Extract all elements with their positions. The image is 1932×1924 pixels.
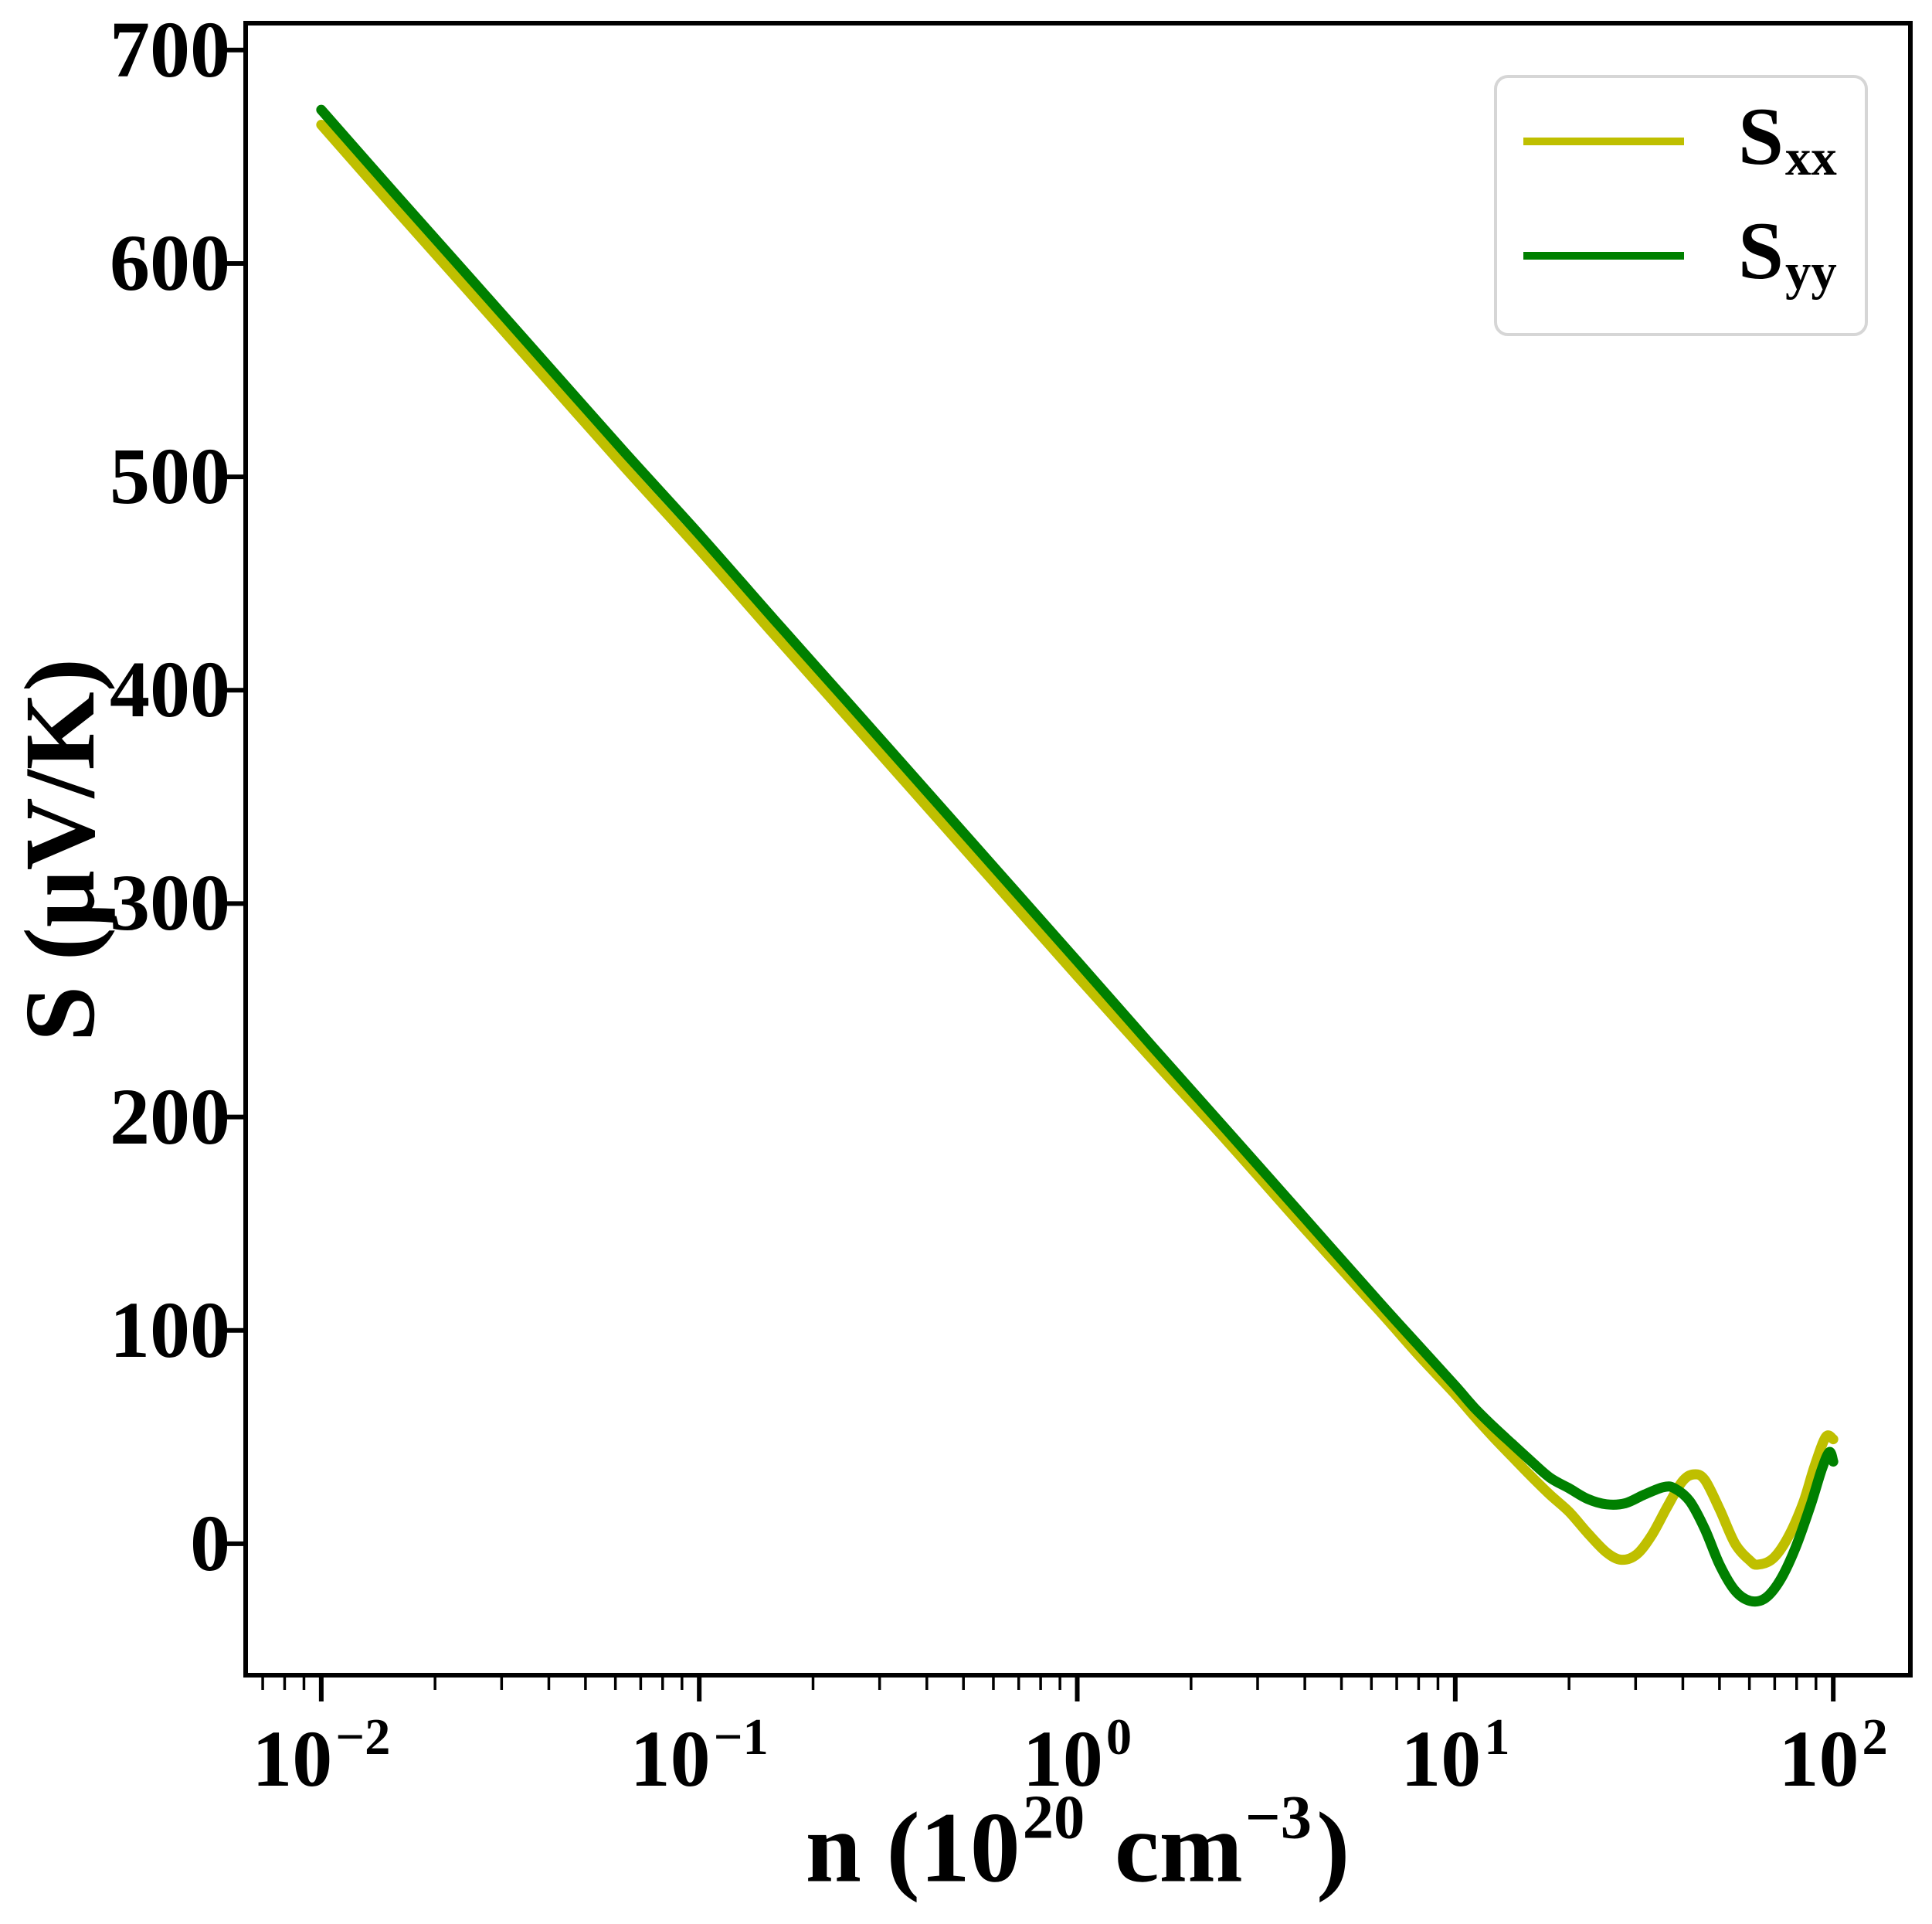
legend-item-sxx: Sxx [1523, 95, 1837, 188]
legend-line-syy [1523, 252, 1684, 260]
x-tick-label-10e0: 100 [1022, 1708, 1132, 1803]
legend-line-sxx [1523, 138, 1684, 145]
x-tick-label-10e−1: 10−1 [630, 1708, 769, 1803]
legend-label-syy-base: S [1738, 205, 1784, 296]
y-tick-label-200: 200 [110, 1072, 230, 1161]
x-tick-label-10e2: 102 [1778, 1708, 1888, 1803]
y-tick-label-400: 400 [110, 645, 230, 735]
legend: Sxx Syy [1494, 75, 1868, 336]
legend-label-sxx: Sxx [1738, 95, 1837, 188]
curve-sxx [316, 119, 1839, 1570]
curve-syy [316, 104, 1839, 1607]
x-label-exponent: 20 [1022, 1783, 1085, 1852]
y-tick-label-300: 300 [110, 858, 230, 948]
x-tick-label-10e−2: 10−2 [252, 1708, 391, 1803]
legend-label-syy: Syy [1738, 209, 1837, 302]
legend-label-sxx-sub: xx [1784, 129, 1837, 187]
legend-item-syy: Syy [1523, 209, 1837, 302]
legend-label-syy-sub: yy [1784, 243, 1837, 301]
y-axis-label: S (μV/K) [5, 658, 116, 1042]
x-tick-label-10e1: 101 [1401, 1708, 1510, 1803]
y-tick-label-100: 100 [110, 1285, 230, 1375]
y-tick-label-700: 700 [110, 5, 230, 94]
legend-label-sxx-base: S [1738, 90, 1784, 182]
x-label-mid: cm [1089, 1792, 1243, 1904]
x-axis-label: n (1020 cm−3) [806, 1783, 1350, 1912]
y-tick-label-600: 600 [110, 218, 230, 308]
x-label-pre: n (10 [805, 1792, 1020, 1904]
x-label-exponent-2: −3 [1244, 1783, 1312, 1852]
x-label-post: ) [1316, 1792, 1350, 1904]
y-axis-label-text: S (μV/K) [5, 658, 116, 1042]
y-tick-label-0: 0 [190, 1498, 230, 1588]
plot-frame [243, 21, 1913, 1678]
y-tick-label-500: 500 [110, 432, 230, 522]
